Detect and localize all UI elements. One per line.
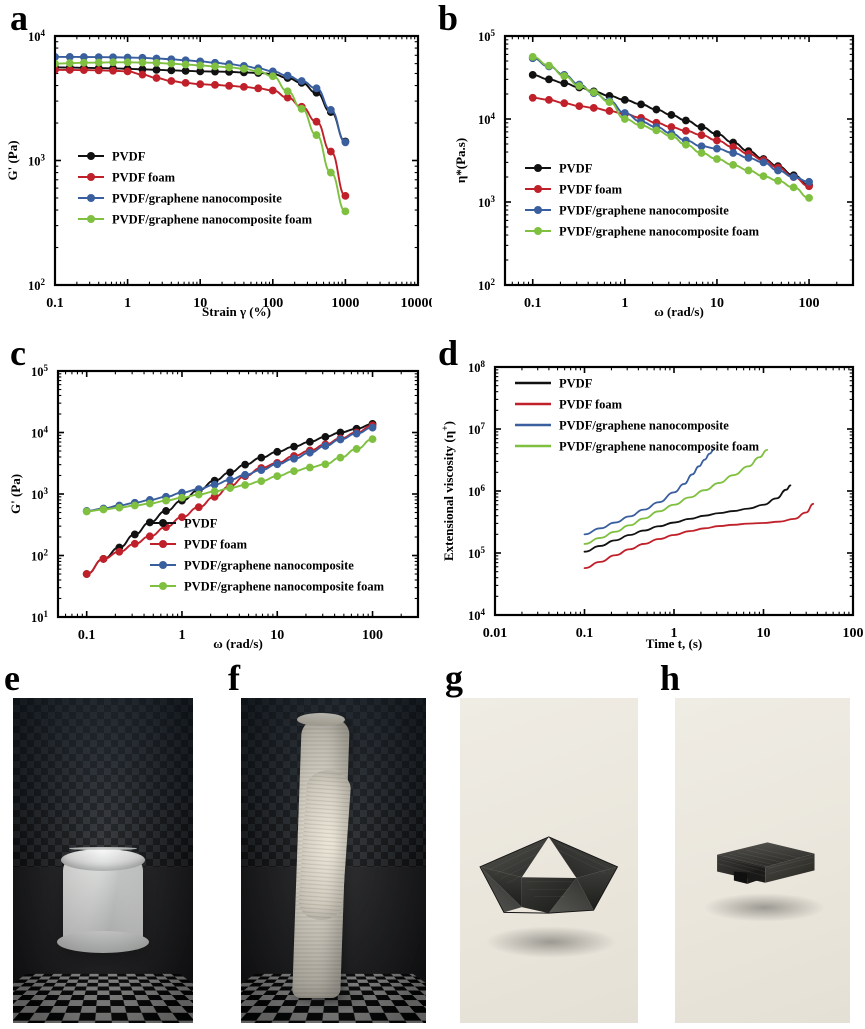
chart-panel-b: 0.1 1 10 100 ω (rad/s) 102 103 104 105 η*(Pa.s) PV… bbox=[453, 28, 855, 319]
svg-text:100: 100 bbox=[362, 628, 383, 643]
svg-text:G' (Pa): G' (Pa) bbox=[5, 140, 20, 180]
svg-text:10: 10 bbox=[193, 296, 207, 311]
svg-text:1: 1 bbox=[621, 296, 628, 311]
svg-text:10: 10 bbox=[710, 296, 724, 311]
photo-vignette bbox=[13, 698, 193, 1023]
svg-text:104: 104 bbox=[468, 607, 486, 623]
svg-text:PVDF foam: PVDF foam bbox=[559, 398, 623, 412]
svg-text:100: 100 bbox=[262, 296, 283, 311]
svg-text:102: 102 bbox=[478, 277, 496, 293]
svg-text:PVDF/graphene nanocomposite: PVDF/graphene nanocomposite bbox=[559, 204, 729, 218]
svg-text:1: 1 bbox=[124, 296, 131, 311]
panel-letter-h: h bbox=[660, 658, 681, 698]
svg-text:10: 10 bbox=[270, 628, 284, 643]
svg-text:1: 1 bbox=[671, 626, 678, 641]
svg-text:PVDF/graphene nanocomposite fo: PVDF/graphene nanocomposite foam bbox=[559, 440, 760, 454]
panel-e: e bbox=[0, 660, 215, 1029]
svg-text:0.1: 0.1 bbox=[576, 626, 594, 641]
svg-text:η*(Pa.s): η*(Pa.s) bbox=[453, 138, 468, 183]
wall-light-gradient bbox=[13, 698, 193, 867]
photo-printed-bridge bbox=[675, 698, 850, 1023]
svg-text:PVDF foam: PVDF foam bbox=[112, 171, 176, 185]
printed-pyramid-object bbox=[479, 836, 619, 914]
svg-text:PVDF/graphene nanocomposite fo: PVDF/graphene nanocomposite foam bbox=[112, 213, 313, 227]
panel-letter-e: e bbox=[4, 658, 20, 698]
svg-text:1000: 1000 bbox=[331, 296, 359, 311]
svg-text:107: 107 bbox=[468, 421, 486, 437]
svg-text:0.01: 0.01 bbox=[483, 626, 508, 641]
svg-text:10: 10 bbox=[757, 626, 771, 641]
svg-text:PVDF/graphene nanocomposite fo: PVDF/graphene nanocomposite foam bbox=[559, 225, 760, 239]
photo-vignette bbox=[241, 698, 426, 1023]
svg-text:104: 104 bbox=[478, 111, 496, 127]
svg-text:101: 101 bbox=[31, 609, 49, 625]
cup-rim bbox=[61, 846, 145, 871]
cup-interior bbox=[69, 846, 137, 851]
svg-text:PVDF foam: PVDF foam bbox=[559, 183, 623, 197]
svg-text:0.1: 0.1 bbox=[78, 628, 96, 643]
svg-text:1: 1 bbox=[178, 628, 185, 643]
panel-letter-b: b bbox=[438, 0, 459, 38]
panel-h: h bbox=[655, 660, 865, 1029]
photo-printed-pyramid bbox=[460, 698, 638, 1023]
svg-text:PVDF: PVDF bbox=[184, 517, 218, 531]
svg-text:105: 105 bbox=[31, 363, 49, 379]
panel-c: c 0.1 1 10 100 ω (rad/s) 101 102 103 104 105 G' (P… bbox=[0, 335, 432, 665]
svg-text:108: 108 bbox=[468, 359, 486, 375]
svg-text:104: 104 bbox=[28, 28, 46, 44]
panel-letter-d: d bbox=[438, 333, 459, 373]
panel-letter-c: c bbox=[10, 333, 26, 373]
svg-text:105: 105 bbox=[478, 28, 496, 44]
panel-f: f bbox=[215, 660, 437, 1029]
svg-text:102: 102 bbox=[31, 548, 49, 564]
svg-text:103: 103 bbox=[31, 486, 49, 502]
svg-text:PVDF/graphene nanocomposite fo: PVDF/graphene nanocomposite foam bbox=[184, 580, 385, 594]
panel-letter-g: g bbox=[445, 658, 463, 698]
svg-text:PVDF/graphene nanocomposite: PVDF/graphene nanocomposite bbox=[184, 559, 354, 573]
pyramid-shadow bbox=[484, 925, 617, 958]
svg-text:Time t, (s): Time t, (s) bbox=[646, 636, 702, 651]
svg-text:103: 103 bbox=[478, 194, 496, 210]
printed-cup-object bbox=[57, 846, 149, 954]
svg-text:ω (rad/s): ω (rad/s) bbox=[213, 636, 263, 651]
cup-base bbox=[57, 931, 149, 954]
column-top-face bbox=[296, 712, 345, 726]
svg-text:102: 102 bbox=[28, 277, 46, 293]
svg-text:100: 100 bbox=[799, 296, 820, 311]
panel-g: g bbox=[437, 660, 655, 1029]
bridge-shadow bbox=[703, 893, 826, 923]
svg-text:105: 105 bbox=[468, 545, 486, 561]
photo-background bbox=[460, 698, 638, 1023]
printed-bridge-object bbox=[716, 841, 815, 884]
photo-printed-column bbox=[241, 698, 426, 1023]
svg-text:0.1: 0.1 bbox=[46, 296, 64, 311]
svg-text:104: 104 bbox=[31, 425, 49, 441]
svg-text:Extensional viscosity (η+): Extensional viscosity (η+) bbox=[440, 421, 456, 561]
svg-text:Strain γ (%): Strain γ (%) bbox=[202, 304, 271, 319]
chart-panel-c: 0.1 1 10 100 ω (rad/s) 101 102 103 104 105 G' (Pa)… bbox=[8, 363, 420, 651]
svg-text:PVDF: PVDF bbox=[112, 150, 146, 164]
svg-text:0.1: 0.1 bbox=[524, 296, 542, 311]
svg-text:PVDF foam: PVDF foam bbox=[184, 538, 248, 552]
panel-d: d 0.01 0.1 1 10 100 Time t, (s) 104 105 106 107 10… bbox=[433, 335, 865, 665]
svg-text:ω (rad/s): ω (rad/s) bbox=[654, 304, 704, 319]
panel-b: b 0.1 1 10 100 ω (rad/s) 102 103 104 105 η*(Pa.s)… bbox=[433, 0, 865, 335]
svg-text:PVDF/graphene nanocomposite: PVDF/graphene nanocomposite bbox=[559, 419, 729, 433]
svg-text:PVDF/graphene nanocomposite: PVDF/graphene nanocomposite bbox=[112, 192, 282, 206]
svg-text:100: 100 bbox=[843, 626, 864, 641]
photo-printed-cup bbox=[13, 698, 193, 1023]
panel-letter-f: f bbox=[228, 658, 240, 698]
svg-text:10000: 10000 bbox=[401, 296, 433, 311]
svg-text:G' (Pa): G' (Pa) bbox=[8, 474, 23, 514]
svg-text:103: 103 bbox=[28, 153, 46, 169]
svg-text:106: 106 bbox=[468, 483, 486, 499]
chart-panel-a: 0.1 1 10 100 1000 10000 Strain γ (%) 102 103 104 G… bbox=[5, 28, 433, 319]
svg-text:PVDF: PVDF bbox=[559, 162, 593, 176]
svg-text:PVDF: PVDF bbox=[559, 377, 593, 391]
panel-letter-a: a bbox=[10, 0, 28, 38]
panel-a: a 0.1 1 10 100 1000 10000 Strain γ (%) 102 103 10… bbox=[0, 0, 432, 335]
chart-panel-d: 0.01 0.1 1 10 100 Time t, (s) 104 105 106 107 108 E… bbox=[440, 359, 864, 651]
